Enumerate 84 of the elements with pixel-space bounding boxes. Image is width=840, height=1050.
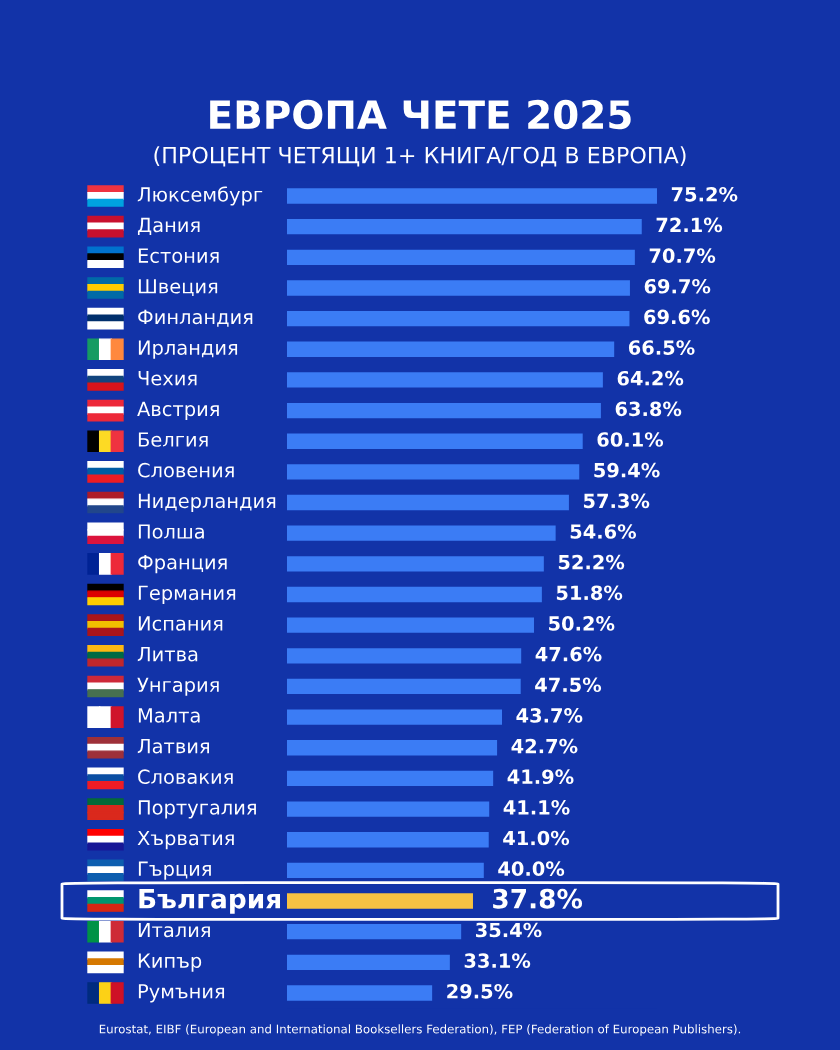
bar [287, 770, 494, 787]
data-label: 41.0% [503, 830, 570, 846]
bar [287, 525, 556, 541]
data-label: 47.6% [535, 646, 602, 662]
bar [287, 341, 615, 357]
data-label: 41.9% [507, 769, 574, 785]
text: Eurostat, EIBF (European and International Booksellers Federation), FEP (Federation of European Publishers). [99, 1024, 741, 1036]
y-tick-label: Чехия [138, 371, 197, 386]
bar [287, 678, 521, 695]
bar [287, 218, 642, 235]
data-label: 47.5% [535, 677, 602, 693]
data-label: 75.2% [671, 186, 738, 202]
bar [287, 280, 630, 296]
data-label: 60.1% [597, 432, 664, 447]
data-label: 43.7% [516, 708, 583, 723]
y-tick-label: Малта [138, 708, 200, 723]
y-tick-label: Полша [138, 524, 204, 539]
data-label: 35.4% [476, 922, 542, 938]
data-label: 59.4% [594, 462, 660, 478]
y-tick-label: Румъния [138, 984, 225, 1003]
data-label: 50.2% [549, 616, 615, 631]
y-tick-label: Унгария [137, 677, 219, 696]
bar [287, 954, 450, 971]
y-tick-label: Испания [138, 616, 223, 631]
data-label: 37.8% [493, 888, 583, 909]
chart-title: ЕВРОПА ЧЕТЕ 2025 [210, 99, 631, 130]
bar [287, 709, 503, 725]
data-label: 66.5% [628, 340, 695, 355]
y-tick-label: Ирландия [138, 340, 238, 359]
data-label: 69.7% [644, 278, 711, 294]
y-tick-label: Финландия [138, 309, 253, 327]
y-tick-label: Дания [137, 217, 200, 236]
y-tick-label: Словакия [138, 769, 233, 785]
bar [287, 617, 534, 633]
bar [287, 740, 498, 756]
y-tick-label: Белгия [138, 432, 208, 447]
bar [287, 862, 484, 879]
bar [287, 648, 522, 664]
y-tick-label: Германия [138, 585, 236, 604]
bar [287, 188, 657, 204]
y-tick-label: Швеция [138, 279, 218, 297]
bar [287, 310, 630, 327]
data-label: 63.8% [615, 401, 682, 417]
data-label: 51.8% [556, 585, 623, 601]
y-tick-label: Франция [138, 555, 227, 574]
bar [287, 893, 473, 909]
y-tick-label: Словения [138, 462, 234, 478]
data-label: 72.1% [656, 217, 723, 233]
bar [287, 924, 462, 940]
y-tick-label: Естония [138, 248, 219, 263]
y-tick-label: Люксембург [137, 186, 263, 206]
data-label: 29.5% [447, 983, 513, 999]
y-tick-label: Португалия [138, 800, 256, 819]
data-label: 40.0% [498, 861, 565, 877]
bar [287, 249, 635, 265]
bar [287, 402, 601, 419]
y-tick-label: Латвия [137, 738, 209, 754]
y-tick-label: България [139, 889, 281, 914]
bar [287, 985, 433, 1001]
bar [287, 494, 569, 511]
bar [287, 556, 544, 572]
y-tick-label: Австрия [137, 401, 219, 420]
bar [287, 832, 489, 848]
chart-subtitle: (ПРОЦЕНТ ЧЕТЯЩИ 1+ КНИГА/ГОД В ЕВРОПА) [154, 146, 686, 167]
data-label: 54.6% [570, 524, 637, 539]
bar [287, 372, 603, 388]
y-tick-label: Кипър [138, 953, 202, 972]
bar [287, 801, 490, 817]
bar [287, 433, 583, 449]
y-tick-label: Гърция [138, 861, 211, 880]
y-tick-label: Литва [137, 647, 198, 662]
y-tick-label: Хърватия [137, 830, 234, 850]
data-label: 57.3% [583, 493, 650, 509]
data-label: 64.2% [617, 370, 684, 386]
bar [287, 586, 542, 603]
data-label: 52.2% [558, 554, 625, 570]
data-label: 33.1% [464, 953, 531, 968]
y-tick-label: Нидерландия [138, 493, 276, 512]
data-label: 69.6% [644, 309, 710, 325]
data-label: 70.7% [649, 248, 716, 263]
bar [287, 464, 580, 480]
y-tick-label: Италия [138, 922, 210, 938]
data-label: 41.1% [503, 800, 570, 815]
data-label: 42.7% [511, 738, 578, 754]
